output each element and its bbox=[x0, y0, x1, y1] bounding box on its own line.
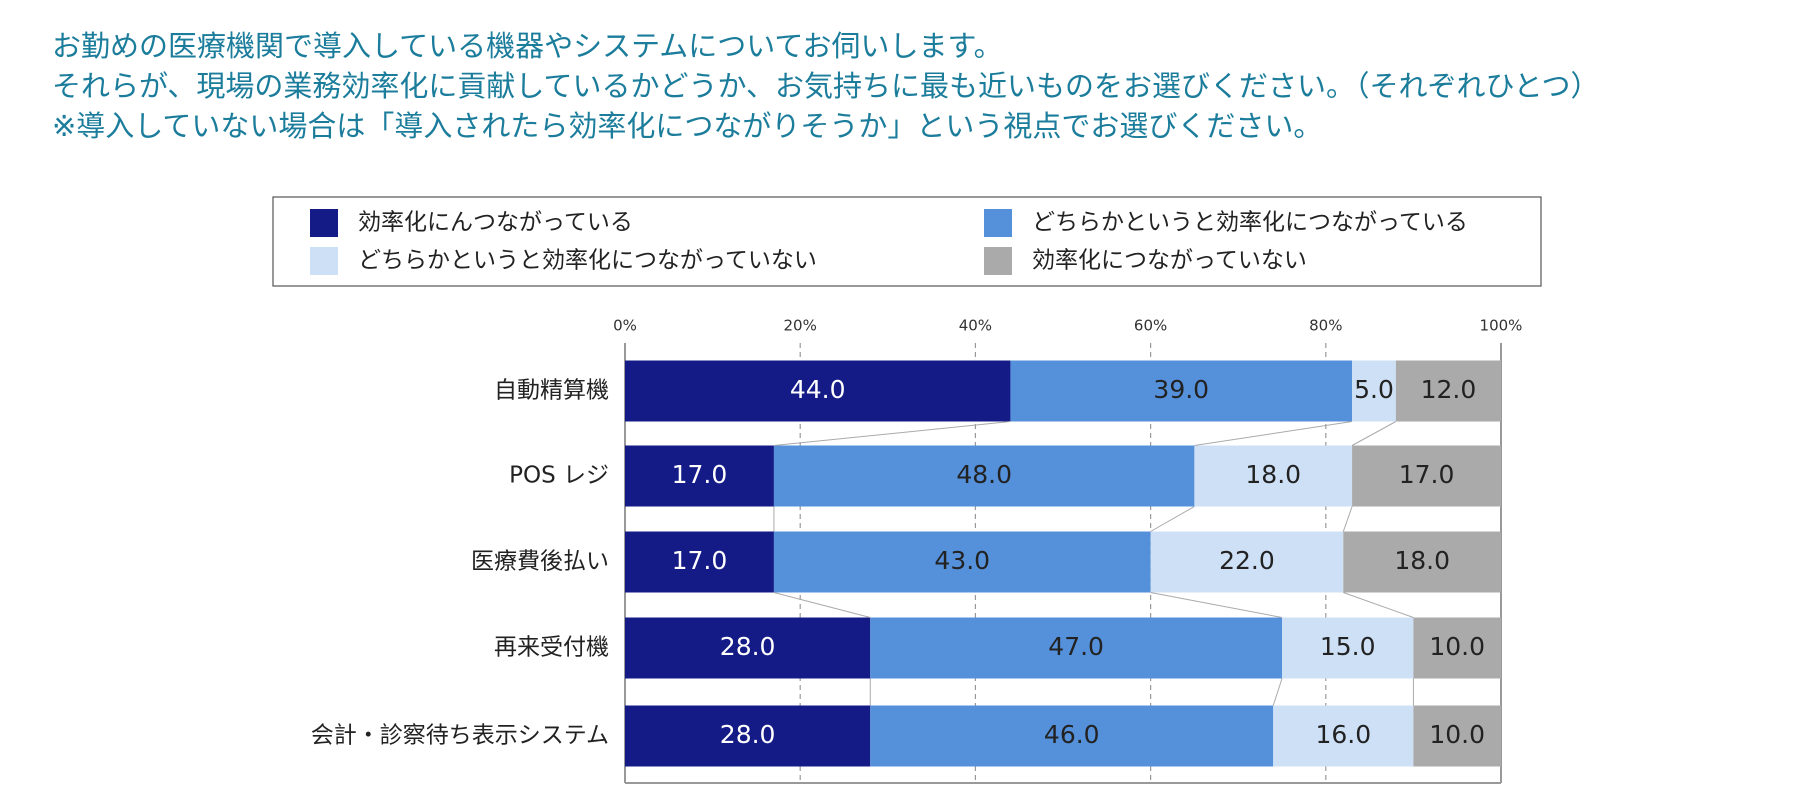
title-line: ※導入していない場合は「導入されたら効率化につながりそうか」という視点でお選びく… bbox=[52, 109, 1322, 143]
category-label: 会計・診察待ち表示システム bbox=[311, 723, 609, 749]
value-label: 10.0 bbox=[1429, 632, 1485, 661]
value-label: 28.0 bbox=[720, 720, 776, 749]
legend-swatch bbox=[310, 209, 338, 237]
legend-swatch bbox=[310, 247, 338, 275]
value-label: 15.0 bbox=[1320, 632, 1376, 661]
connector-line bbox=[1272, 678, 1283, 706]
bar-segment bbox=[1395, 360, 1501, 422]
bar-segment bbox=[1413, 617, 1501, 679]
x-tick-label: 100% bbox=[1480, 317, 1523, 335]
value-label: 44.0 bbox=[790, 375, 846, 404]
bar-segment bbox=[1352, 360, 1396, 422]
bar-segment bbox=[870, 617, 1282, 679]
legend-label: 効率化につながっていない bbox=[1032, 248, 1307, 274]
connector-line bbox=[1150, 506, 1195, 532]
legend-label: どちらかというと効率化につながっている bbox=[1032, 210, 1468, 236]
value-label: 18.0 bbox=[1394, 546, 1450, 575]
connector-line bbox=[773, 421, 1011, 446]
bar-segment bbox=[1150, 531, 1344, 593]
legend-label: 効率化にんつながっている bbox=[358, 210, 633, 236]
legend-swatch bbox=[984, 209, 1012, 237]
bar-segment bbox=[1413, 705, 1501, 767]
connector-line bbox=[773, 592, 871, 618]
title-line: お勤めの医療機関で導入している機器やシステムについてお伺いします。 bbox=[52, 29, 1003, 63]
bar-segment bbox=[1352, 445, 1501, 507]
bar-segment bbox=[1282, 617, 1414, 679]
bar-segment bbox=[1194, 445, 1353, 507]
connector-line bbox=[1150, 592, 1283, 618]
title-line: それらが、現場の業務効率化に貢献しているかどうか、お気持ちに最も近いものをお選び… bbox=[52, 69, 1599, 103]
bar-segment bbox=[773, 445, 1195, 507]
value-label: 18.0 bbox=[1245, 460, 1301, 489]
legend-label: どちらかというと効率化につながっていない bbox=[358, 248, 817, 274]
bar-segment bbox=[870, 705, 1274, 767]
connector-line bbox=[1343, 592, 1414, 618]
category-label: POS レジ bbox=[509, 463, 609, 489]
bar-segment bbox=[625, 617, 871, 679]
bar-segment bbox=[625, 445, 774, 507]
value-label: 5.0 bbox=[1354, 375, 1394, 404]
x-tick-label: 80% bbox=[1309, 317, 1342, 335]
value-label: 39.0 bbox=[1153, 375, 1209, 404]
category-label: 再来受付機 bbox=[494, 635, 609, 661]
value-label: 43.0 bbox=[934, 546, 990, 575]
value-label: 28.0 bbox=[720, 632, 776, 661]
category-label: 自動精算機 bbox=[494, 378, 609, 404]
value-label: 17.0 bbox=[672, 546, 728, 575]
value-label: 48.0 bbox=[956, 460, 1012, 489]
bar-segment bbox=[773, 531, 1151, 593]
bar-segment bbox=[1343, 531, 1501, 593]
connector-line bbox=[1342, 506, 1353, 532]
bar-segment bbox=[625, 531, 774, 593]
bar-segment bbox=[1273, 705, 1414, 767]
x-tick-label: 0% bbox=[613, 317, 637, 335]
legend-swatch bbox=[984, 247, 1012, 275]
bar-segment bbox=[625, 360, 1011, 422]
connector-line bbox=[1351, 421, 1397, 446]
legend-box bbox=[272, 196, 1542, 287]
value-label: 47.0 bbox=[1048, 632, 1104, 661]
x-tick-label: 20% bbox=[784, 317, 817, 335]
value-label: 46.0 bbox=[1044, 720, 1100, 749]
bar-segment bbox=[1010, 360, 1353, 422]
value-label: 16.0 bbox=[1315, 720, 1371, 749]
value-label: 10.0 bbox=[1429, 720, 1485, 749]
value-label: 22.0 bbox=[1219, 546, 1275, 575]
value-label: 17.0 bbox=[672, 460, 728, 489]
category-label: 医療費後払い bbox=[471, 549, 609, 575]
value-label: 12.0 bbox=[1421, 375, 1477, 404]
x-tick-label: 40% bbox=[959, 317, 992, 335]
value-label: 17.0 bbox=[1399, 460, 1455, 489]
x-tick-label: 60% bbox=[1134, 317, 1167, 335]
connector-line bbox=[1194, 421, 1353, 446]
bar-segment bbox=[625, 705, 871, 767]
